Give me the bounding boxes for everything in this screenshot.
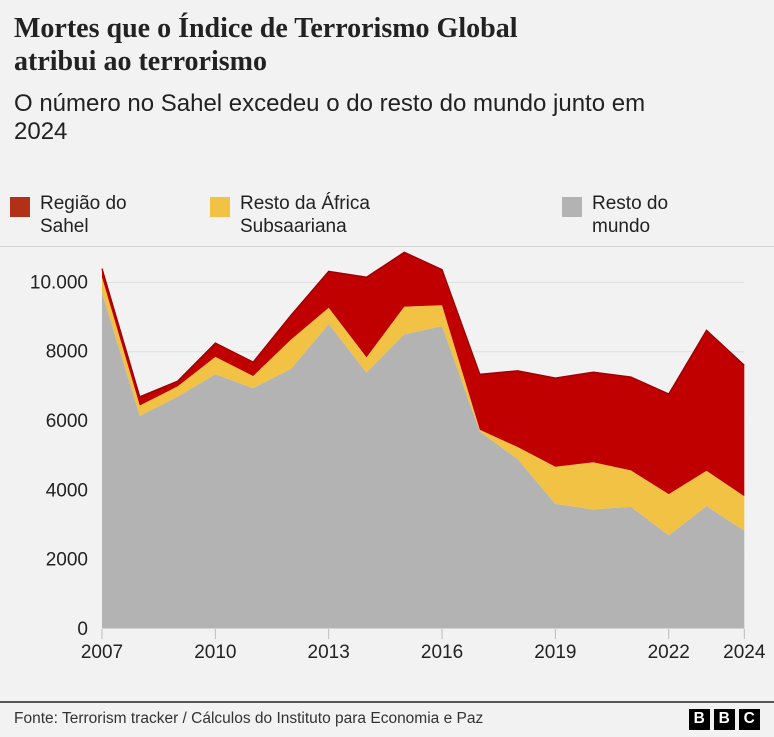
svg-text:2010: 2010: [194, 642, 236, 663]
svg-text:2019: 2019: [534, 642, 576, 663]
svg-text:2024: 2024: [723, 642, 766, 663]
svg-text:8000: 8000: [46, 342, 88, 363]
svg-text:2013: 2013: [308, 642, 350, 663]
svg-text:2000: 2000: [46, 550, 88, 571]
svg-text:4000: 4000: [46, 480, 88, 501]
svg-text:6000: 6000: [46, 411, 88, 432]
svg-text:2016: 2016: [421, 642, 463, 663]
svg-text:2022: 2022: [648, 642, 690, 663]
svg-text:0: 0: [77, 619, 88, 640]
svg-text:10.000: 10.000: [30, 272, 88, 293]
svg-text:2007: 2007: [81, 642, 123, 663]
